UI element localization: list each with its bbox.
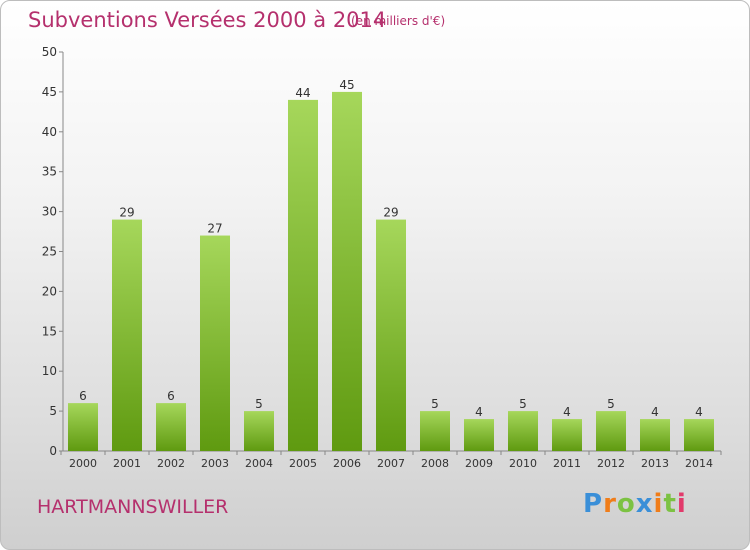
x-tick-label: 2000: [69, 457, 97, 470]
y-tick-label: 10: [42, 364, 57, 378]
y-tick-label: 40: [42, 125, 57, 139]
bar: [596, 411, 626, 451]
bar-value-label: 45: [339, 78, 354, 92]
x-tick-label: 2010: [509, 457, 537, 470]
bar-value-label: 4: [563, 405, 571, 419]
y-tick-label: 45: [42, 85, 57, 99]
bar-value-label: 44: [295, 86, 310, 100]
chart-subtitle: (en milliers d'€): [351, 14, 446, 28]
bar-value-label: 5: [255, 397, 263, 411]
x-tick-label: 2001: [113, 457, 141, 470]
y-tick-label: 25: [42, 245, 57, 259]
bar: [244, 411, 274, 451]
x-tick-label: 2012: [597, 457, 625, 470]
bar-value-label: 4: [475, 405, 483, 419]
logo-letter: o: [616, 489, 636, 519]
x-tick-label: 2003: [201, 457, 229, 470]
x-tick-label: 2006: [333, 457, 361, 470]
x-tick-label: 2014: [685, 457, 713, 470]
x-tick-label: 2013: [641, 457, 669, 470]
bar: [112, 219, 142, 451]
bar-value-label: 29: [383, 206, 398, 220]
bar: [200, 235, 230, 451]
bar: [420, 411, 450, 451]
bar-value-label: 29: [119, 206, 134, 220]
bar: [288, 99, 318, 451]
logo-letter: t: [663, 489, 677, 519]
x-tick-label: 2009: [465, 457, 493, 470]
bar-value-label: 5: [431, 397, 439, 411]
logo-letter: i: [676, 489, 687, 519]
y-tick-label: 50: [42, 45, 57, 59]
y-tick-label: 35: [42, 165, 57, 179]
bar: [332, 91, 362, 452]
bar: [376, 219, 406, 451]
x-tick-label: 2011: [553, 457, 581, 470]
bar-value-label: 6: [167, 389, 175, 403]
bar: [156, 403, 186, 451]
y-tick-label: 20: [42, 284, 57, 298]
x-tick-label: 2005: [289, 457, 317, 470]
bar-value-label: 5: [519, 397, 527, 411]
bar-value-label: 4: [695, 405, 703, 419]
bar: [508, 411, 538, 451]
bar: [552, 419, 582, 451]
bar-value-label: 4: [651, 405, 659, 419]
bar-value-label: 6: [79, 389, 87, 403]
logo-letter: i: [653, 489, 664, 519]
x-tick-label: 2008: [421, 457, 449, 470]
bar: [68, 403, 98, 451]
x-tick-label: 2002: [157, 457, 185, 470]
proxiti-logo: Proxiti: [583, 489, 687, 519]
bar: [640, 419, 670, 451]
commune-name: HARTMANNSWILLER: [37, 496, 229, 518]
y-tick-label: 30: [42, 205, 57, 219]
y-tick-label: 15: [42, 324, 57, 338]
logo-letter: r: [603, 489, 617, 519]
logo-letter: x: [635, 489, 654, 519]
bar-value-label: 27: [207, 222, 222, 236]
bar: [464, 419, 494, 451]
y-tick-label: 5: [49, 404, 57, 418]
y-tick-label: 0: [49, 444, 57, 458]
logo-letter: P: [583, 489, 604, 519]
bar: [684, 419, 714, 451]
bar-value-label: 5: [607, 397, 615, 411]
x-tick-label: 2007: [377, 457, 405, 470]
chart-title: Subventions Versées 2000 à 2014: [28, 8, 387, 32]
x-tick-label: 2004: [245, 457, 273, 470]
